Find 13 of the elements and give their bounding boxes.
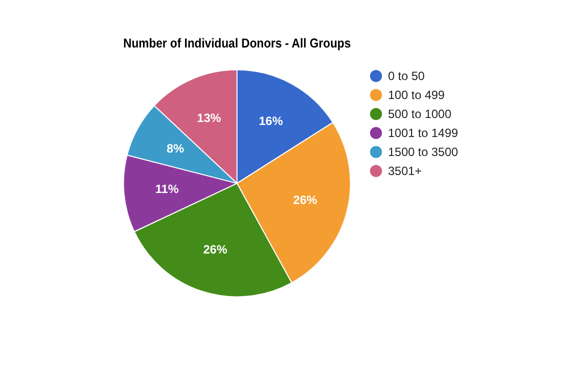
data-label: 26% xyxy=(203,242,228,257)
data-label: 16% xyxy=(258,114,284,128)
data-label: 26% xyxy=(293,193,318,208)
chart-title: Number of Individual Donors - All Groups xyxy=(123,36,351,51)
legend-label: 500 to 1000 xyxy=(388,106,452,120)
data-label: 11% xyxy=(155,182,179,196)
data-label: 13% xyxy=(197,111,222,126)
legend-label: 0 to 50 xyxy=(388,68,425,82)
legend-label: 3501+ xyxy=(388,164,422,178)
legend-label: 1001 to 1499 xyxy=(388,126,458,140)
legend-label: 100 to 499 xyxy=(388,88,445,102)
data-label: 8% xyxy=(166,142,184,156)
legend-label: 1500 to 3500 xyxy=(388,144,458,158)
